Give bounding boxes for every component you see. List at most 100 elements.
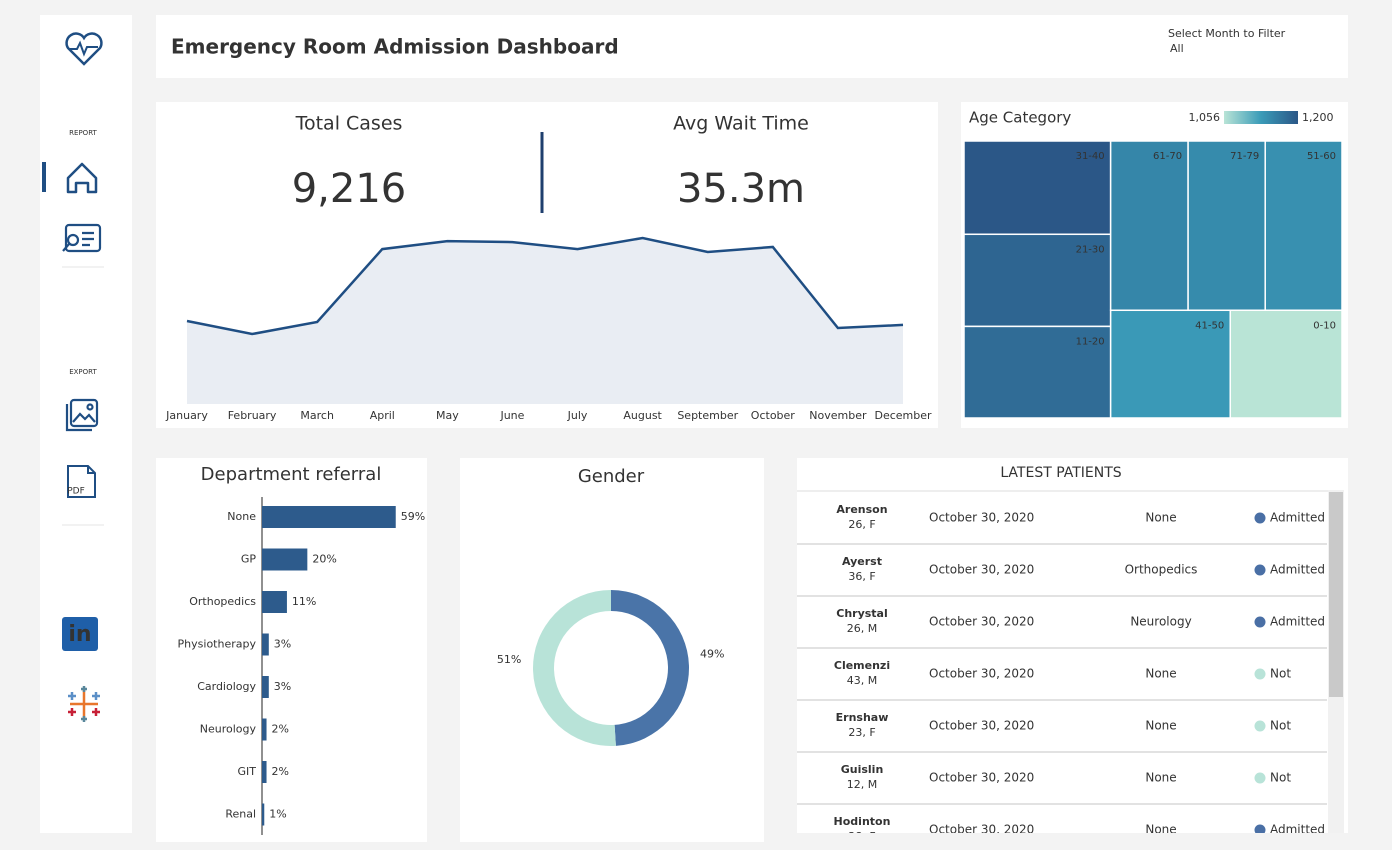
bar: [262, 506, 396, 528]
patient-name: Chrystal: [836, 607, 888, 620]
value-label: 59%: [401, 510, 425, 523]
cell-label: 41-50: [1195, 320, 1224, 331]
cell-label: 0-10: [1313, 320, 1336, 331]
x-tick-label: July: [567, 409, 588, 422]
kpi-value: 9,216: [292, 166, 407, 212]
x-tick-label: March: [300, 409, 334, 422]
sidebar: [40, 15, 132, 833]
bar: [262, 803, 265, 826]
value-label: 20%: [312, 553, 336, 566]
cell-label: 11-20: [1076, 336, 1105, 347]
department: Neurology: [1130, 615, 1191, 629]
department: None: [1145, 719, 1176, 733]
x-tick-label: December: [874, 409, 932, 422]
x-tick-label: August: [623, 409, 662, 422]
admission-date: October 30, 2020: [929, 667, 1034, 681]
treemap-cell: [1264, 140, 1343, 312]
table-title: LATEST PATIENTS: [1000, 465, 1121, 481]
active-indicator: [42, 162, 46, 192]
value-label: 11%: [292, 595, 316, 608]
chart-title: Age Category: [969, 109, 1071, 127]
treemap-cell: [963, 140, 1112, 236]
value-label: 1%: [269, 808, 286, 821]
y-tick-label: GIT: [238, 765, 257, 778]
admission-date: October 30, 2020: [929, 615, 1034, 629]
donut-slice: [532, 590, 616, 746]
department: None: [1145, 511, 1176, 525]
value-label: 3%: [274, 680, 291, 693]
treemap-cell: [1109, 309, 1231, 419]
table-body: Arenson 26, F October 30, 2020 None Admitted…: [797, 503, 1327, 843]
x-tick-label: May: [436, 409, 459, 422]
filter-value: All: [1170, 42, 1184, 55]
patient-name: Arenson: [836, 503, 887, 516]
value-label: 51%: [497, 653, 521, 666]
kpi-label: Total Cases: [295, 113, 403, 135]
home-icon[interactable]: [66, 162, 98, 194]
color-legend: [1224, 111, 1298, 124]
status-dot: [1254, 616, 1266, 628]
treemap-cell: [1229, 309, 1343, 419]
department: None: [1145, 823, 1176, 837]
cell-label: 21-30: [1076, 244, 1105, 255]
cell-label: 71-79: [1230, 151, 1259, 162]
tableau-icon[interactable]: [68, 686, 100, 722]
admission-date: October 30, 2020: [929, 563, 1034, 577]
trend-line: [186, 236, 904, 336]
y-tick-label: None: [227, 510, 256, 523]
patient-details: 36, F: [848, 570, 875, 583]
patient-name: Hodinton: [834, 815, 891, 828]
patient-name: Ayerst: [842, 555, 882, 568]
patient-details: 26, F: [848, 518, 875, 531]
x-tick-label: April: [370, 409, 395, 422]
patient-name: Guislin: [841, 763, 884, 776]
bar: [262, 548, 308, 571]
department: Orthopedics: [1125, 563, 1198, 577]
patient-details: 12, M: [847, 778, 877, 791]
value-label: 2%: [272, 723, 289, 736]
report-icon[interactable]: [62, 223, 102, 253]
admission-date: October 30, 2020: [929, 511, 1034, 525]
department: None: [1145, 667, 1176, 681]
linkedin-icon[interactable]: [62, 617, 98, 651]
status: Admitted: [1270, 563, 1325, 577]
cell-label: 51-60: [1307, 151, 1336, 162]
cell-label: 61-70: [1153, 151, 1182, 162]
image-export-icon[interactable]: [65, 398, 99, 432]
patient-details: 28, F: [848, 830, 875, 843]
x-tick-label: January: [165, 409, 208, 422]
chart-title: Department referral: [201, 464, 382, 485]
value-label: 3%: [274, 638, 291, 651]
kpi-value: 35.3m: [677, 166, 805, 212]
legend-min: 1,056: [1189, 111, 1221, 124]
pdf-export-icon[interactable]: [67, 465, 96, 498]
status: Not: [1270, 667, 1291, 681]
status-dot: [1254, 668, 1266, 680]
admission-date: October 30, 2020: [929, 771, 1034, 785]
status-dot: [1254, 720, 1266, 732]
status-dot: [1254, 564, 1266, 576]
kpi-label: Avg Wait Time: [673, 113, 809, 135]
y-tick-label: Renal: [225, 808, 256, 821]
value-label: 2%: [272, 765, 289, 778]
patient-details: 23, F: [848, 726, 875, 739]
y-tick-label: Physiotherapy: [178, 638, 257, 651]
status-dot: [1254, 512, 1266, 524]
cell-label: 31-40: [1076, 151, 1105, 162]
treemap-cell: [1109, 140, 1189, 312]
scrollbar-thumb[interactable]: [1329, 492, 1343, 697]
patient-details: 43, M: [847, 674, 877, 687]
x-tick-label: October: [751, 409, 795, 422]
header-card: [156, 15, 1348, 78]
sidebar-label: REPORT: [69, 129, 97, 137]
donut-slice: [611, 590, 689, 746]
admission-date: October 30, 2020: [929, 823, 1034, 837]
y-tick-label: GP: [241, 553, 257, 566]
y-tick-label: Cardiology: [197, 680, 256, 693]
bar: [262, 676, 269, 698]
x-tick-label: June: [499, 409, 524, 422]
pdf-label: PDF: [67, 487, 85, 497]
status: Admitted: [1270, 615, 1325, 629]
patient-name: Clemenzi: [834, 659, 890, 672]
